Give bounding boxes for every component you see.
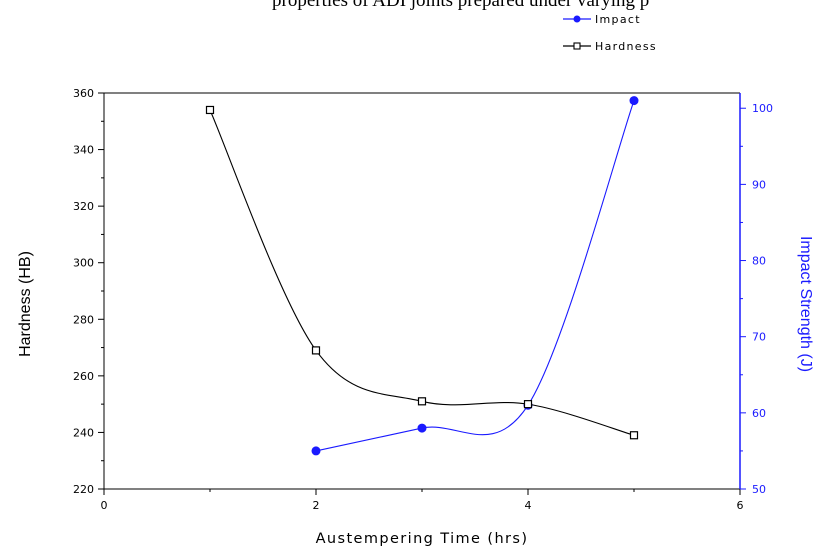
legend-marker-impact [573,15,581,23]
right-y-tick-label: 90 [752,178,766,191]
series-line-hardness [209,109,635,436]
left-y-tick-label: 220 [73,483,94,496]
left-y-tick-label: 280 [73,313,94,326]
data-point-impact [417,423,427,433]
right-y-tick-label: 70 [752,331,766,344]
x-axis-title: Austempering Time (hrs) [316,531,529,547]
left-y-tick-label: 340 [73,144,94,157]
right-y-tick-label: 100 [752,102,773,115]
series-line-impact [315,100,635,452]
axes-group: 0 2 4 6 220 240 260 280 300 320 340 360 50 60 70 80 90 10… [73,87,773,512]
right-y-tick-label: 60 [752,407,766,420]
data-point-hardness [417,397,427,406]
left-y-tick-label: 260 [73,370,94,383]
data-point-impact [629,96,639,106]
x-tick-label: 0 [101,499,108,512]
series-impact [311,96,639,456]
left-y-axis-title: Hardness (HB) [17,251,34,357]
legend-label-hardness: Hardness [595,40,657,53]
left-y-tick-label: 360 [73,87,94,100]
data-point-impact [311,446,321,456]
legend: Impact Hardness [563,13,657,53]
legend-entry-impact: Impact [563,13,641,26]
legend-marker-hardness [573,42,581,50]
x-tick-label: 2 [313,499,320,512]
data-point-hardness [629,431,639,440]
data-point-hardness [523,400,533,409]
series-hardness [205,105,639,440]
x-tick-label: 4 [525,499,532,512]
x-tick-label: 6 [737,499,744,512]
data-point-hardness [205,105,215,115]
right-y-axis-title: Impact Strength (J) [797,236,814,372]
right-y-tick-label: 80 [752,255,766,268]
right-y-tick-label: 50 [752,483,766,496]
series-group [205,96,639,456]
data-point-hardness [311,346,321,355]
legend-label-impact: Impact [595,13,641,26]
left-y-tick-label: 240 [73,426,94,439]
caption-text: properties of ADI joints prepared under … [272,0,650,11]
caption-fragment: properties of ADI joints prepared under … [0,0,819,12]
left-y-tick-label: 320 [73,200,94,213]
left-y-tick-label: 300 [73,257,94,270]
legend-entry-hardness: Hardness [563,40,657,53]
